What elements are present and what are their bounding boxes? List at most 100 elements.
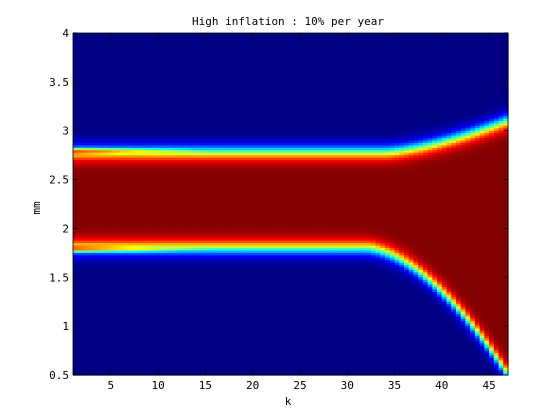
heatmap-cell <box>229 182 235 186</box>
heatmap-cell <box>219 86 225 90</box>
heatmap-cell <box>195 245 202 249</box>
heatmap-cell <box>210 138 216 142</box>
heatmap-cell <box>191 213 197 217</box>
heatmap-cell <box>120 282 126 286</box>
heatmap-cell <box>129 216 136 220</box>
heatmap-cell <box>120 335 126 339</box>
heatmap-cell <box>96 145 102 149</box>
heatmap-cell <box>167 262 173 266</box>
heatmap-cell <box>73 289 79 293</box>
heatmap-cell <box>195 52 202 56</box>
heatmap-cell <box>120 120 126 124</box>
heatmap-cell <box>110 208 117 212</box>
heatmap-cell <box>214 208 221 212</box>
heatmap-cell <box>200 103 206 107</box>
heatmap-cell <box>167 250 173 254</box>
heatmap-cell <box>172 277 178 281</box>
heatmap-cell <box>106 262 112 266</box>
heatmap-cell <box>186 216 192 220</box>
heatmap-cell <box>96 338 102 342</box>
heatmap-cell <box>172 291 178 295</box>
heatmap-cell <box>148 177 154 181</box>
heatmap-cell <box>191 199 197 203</box>
heatmap-cell <box>233 326 240 330</box>
heatmap-cell <box>87 235 93 239</box>
heatmap-cell <box>139 250 145 254</box>
heatmap-cell <box>77 208 84 212</box>
heatmap-cell <box>139 265 145 269</box>
heatmap-cell <box>219 84 225 88</box>
heatmap-cell <box>139 118 145 122</box>
heatmap-cell <box>120 138 126 142</box>
heatmap-cell <box>110 216 117 220</box>
heatmap-cell <box>73 145 79 149</box>
heatmap-cell <box>106 313 112 317</box>
heatmap-cell <box>77 360 84 364</box>
heatmap-cell <box>186 174 192 178</box>
heatmap-cell <box>162 321 169 325</box>
heatmap-cell <box>82 201 88 205</box>
heatmap-cell <box>134 313 140 317</box>
heatmap-cell <box>181 72 188 76</box>
heatmap-cell <box>177 167 183 171</box>
heatmap-cell <box>115 245 121 249</box>
heatmap-cell <box>233 45 240 49</box>
heatmap-cell <box>115 357 121 361</box>
heatmap-cell <box>134 328 140 332</box>
heatmap-cell <box>115 333 121 337</box>
heatmap-cell <box>219 50 225 54</box>
heatmap-cell <box>120 345 126 349</box>
heatmap-cell <box>125 318 131 322</box>
heatmap-cell <box>162 340 169 344</box>
heatmap-cell <box>214 294 221 298</box>
heatmap-cell <box>233 59 240 63</box>
heatmap-cell <box>172 57 178 61</box>
heatmap-cell <box>143 262 150 266</box>
heatmap-cell <box>115 50 121 54</box>
heatmap-cell <box>233 338 240 342</box>
heatmap-cell <box>219 177 225 181</box>
heatmap-cell <box>120 37 126 41</box>
heatmap-cell <box>153 367 159 371</box>
heatmap-cell <box>219 262 225 266</box>
heatmap-cell <box>91 113 98 117</box>
heatmap-cell <box>73 204 79 208</box>
heatmap-cell <box>110 338 117 342</box>
heatmap-cell <box>181 262 188 266</box>
heatmap-cell <box>229 86 235 90</box>
heatmap-cell <box>73 282 79 286</box>
heatmap-cell <box>139 123 145 127</box>
heatmap-cell <box>125 74 131 78</box>
heatmap-cell <box>153 250 159 254</box>
heatmap-cell <box>153 240 159 244</box>
heatmap-cell <box>195 108 202 112</box>
heatmap-cell <box>101 182 107 186</box>
heatmap-cell <box>195 135 202 139</box>
heatmap-cell <box>91 306 98 310</box>
heatmap-cell <box>200 272 206 276</box>
heatmap-cell <box>153 147 159 151</box>
heatmap-cell <box>120 94 126 98</box>
heatmap-cell <box>219 294 225 298</box>
heatmap-cell <box>167 74 173 78</box>
heatmap-cell <box>129 313 136 317</box>
heatmap-cell <box>73 355 79 359</box>
heatmap-cell <box>87 284 93 288</box>
heatmap-cell <box>96 238 102 242</box>
heatmap-cell <box>229 282 235 286</box>
heatmap-cell <box>82 321 88 325</box>
heatmap-cell <box>210 287 216 291</box>
heatmap-cell <box>167 274 173 278</box>
heatmap-cell <box>139 311 145 315</box>
heatmap-cell <box>115 145 121 149</box>
heatmap-cell <box>77 189 84 193</box>
heatmap-cell <box>210 252 216 256</box>
heatmap-cell <box>214 255 221 259</box>
heatmap-cell <box>200 177 206 181</box>
heatmap-cell <box>77 335 84 339</box>
heatmap-cell <box>167 208 173 212</box>
heatmap-cell <box>91 255 98 259</box>
heatmap-cell <box>205 353 211 357</box>
heatmap-cell <box>205 45 211 49</box>
heatmap-cell <box>233 189 240 193</box>
